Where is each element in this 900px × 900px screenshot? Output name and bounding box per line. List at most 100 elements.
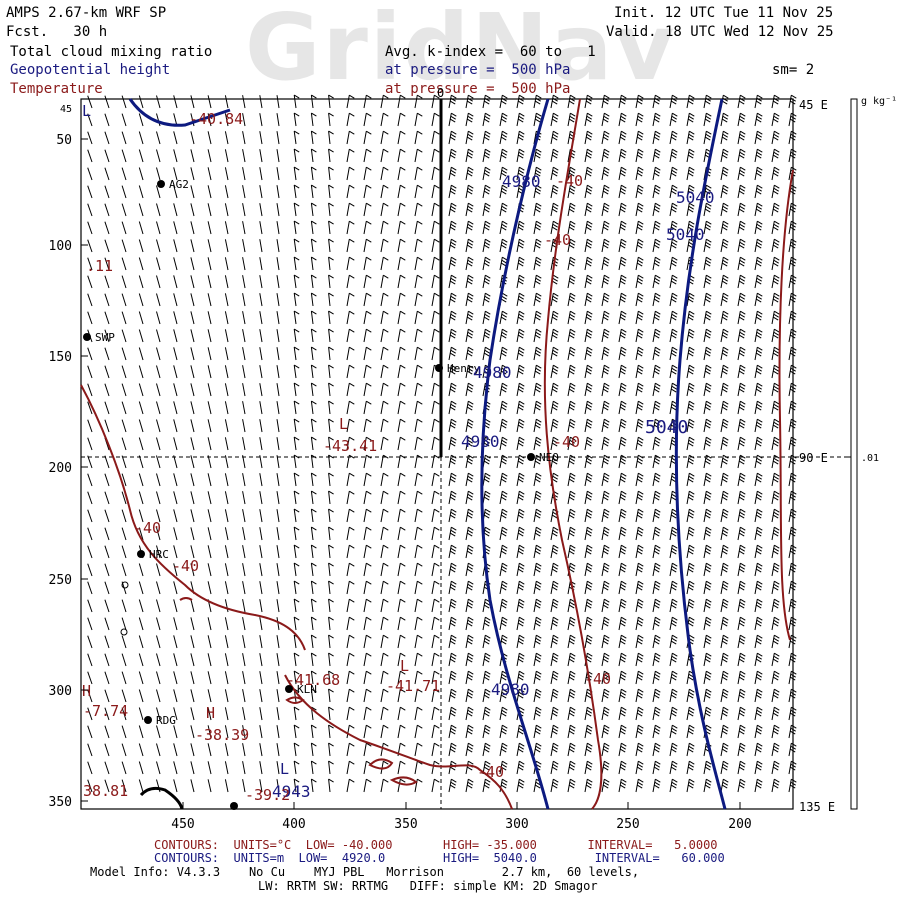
wind-barb-feather [636,190,643,195]
wind-barb [259,311,263,325]
wind-barb-feather [688,115,694,120]
wind-barb [259,185,263,199]
wind-barb-feather [449,622,456,627]
wind-barb-feather [366,346,372,351]
wind-barb [293,275,297,289]
wind-barb-feather [551,640,558,645]
wind-barb-feather [485,778,491,783]
wind-barb-feather [772,226,779,231]
wind-barb-feather [536,652,542,657]
wind-barb-feather [551,712,558,717]
wind-barb [224,617,229,631]
wind-barb-feather [687,496,694,501]
wind-barb-feather [485,148,491,153]
wind-barb [224,365,229,379]
wind-barb-feather [653,208,660,213]
wind-barb-feather [500,388,507,393]
wind-barb-feather [738,784,745,789]
wind-barb-feather [570,184,576,189]
wind-barb-feather [400,634,406,639]
wind-barb-feather [653,496,660,501]
wind-barb-feather [670,370,677,375]
wind-barb-feather [791,130,797,135]
wind-barb-feather [756,601,762,606]
wind-barb-feather [705,619,711,624]
wind-barb-feather [311,490,317,495]
wind-barb-feather [552,295,558,300]
wind-barb-feather [620,781,626,786]
wind-barb [156,365,161,379]
k-index-average: Avg. k-index = 60 to 1 [385,44,596,60]
wind-barb-feather [450,565,456,570]
wind-barb-feather [484,241,490,246]
wind-barb-feather [739,277,745,282]
wind-barb-feather [636,442,643,447]
wind-barb-feather [451,760,457,765]
wind-barb-feather [366,634,372,639]
wind-barb-feather [400,274,406,279]
wind-barb-feather [739,781,745,786]
wind-barb-feather [722,277,728,282]
wind-barb-feather [349,742,355,747]
wind-barb-feather [740,688,746,693]
wind-barb-feather [551,226,558,231]
wind-barb [207,149,212,163]
wind-barb-feather [602,316,609,321]
wind-barb-feather [536,526,542,531]
wind-barb-feather [534,334,541,339]
wind-barb-feather [636,766,643,771]
wind-barb-feather [653,334,660,339]
wind-barb-feather [451,688,457,693]
station-dot [435,364,443,372]
wind-barb-feather [757,256,763,261]
wind-barb-feather [502,742,508,747]
wind-barb-feather [450,493,456,498]
wind-barb-feather [518,655,524,660]
wind-barb-feather [553,112,559,117]
wind-barb-feather [451,382,457,387]
wind-barb-feather [721,658,728,663]
wind-barb [156,743,161,757]
wind-barb-feather [552,673,558,678]
wind-barb-feather [293,274,300,279]
wind-barb-feather [687,370,694,375]
wind-barb-feather [604,760,610,765]
wind-barb [346,347,350,361]
wind-barb [259,329,263,343]
wind-barb-feather [791,490,797,495]
wind-barb-feather [636,154,643,159]
wind-barb [431,203,435,217]
wind-barb-feather [774,220,780,225]
wind-barb [310,563,314,577]
wind-barb-feather [621,616,627,621]
wind-barb-feather [568,370,575,375]
wind-barb-feather [636,316,643,321]
wind-barb-feather [672,112,678,117]
wind-barb-feather [468,364,474,369]
wind-barb-feather [654,133,660,138]
wind-barb-feather [604,382,610,387]
wind-barb-feather [518,115,524,120]
wind-barb-feather [689,328,695,333]
wind-barb [414,311,418,325]
wind-barb [104,743,110,757]
wind-barb-feather [689,508,695,513]
wind-barb-feather [774,436,780,441]
wind-barb-feather [328,688,334,693]
wind-barb-feather [757,400,763,405]
wind-barb-feather [466,604,473,609]
wind-barb-feather [653,784,660,789]
wind-barb-feather [721,244,728,249]
wind-barb-feather [773,493,779,498]
wind-barb-feather [774,166,780,171]
wind-barb [380,383,384,397]
wind-barb-feather [383,706,389,711]
wind-barb-feather [383,310,389,315]
wind-barb-feather [689,526,695,531]
wind-barb-feather [483,154,490,159]
wind-barb-feather [570,418,576,423]
wind-barb [190,617,195,631]
wind-barb [397,671,401,685]
wind-barb-feather [791,760,797,765]
wind-barb-feather [466,388,473,393]
